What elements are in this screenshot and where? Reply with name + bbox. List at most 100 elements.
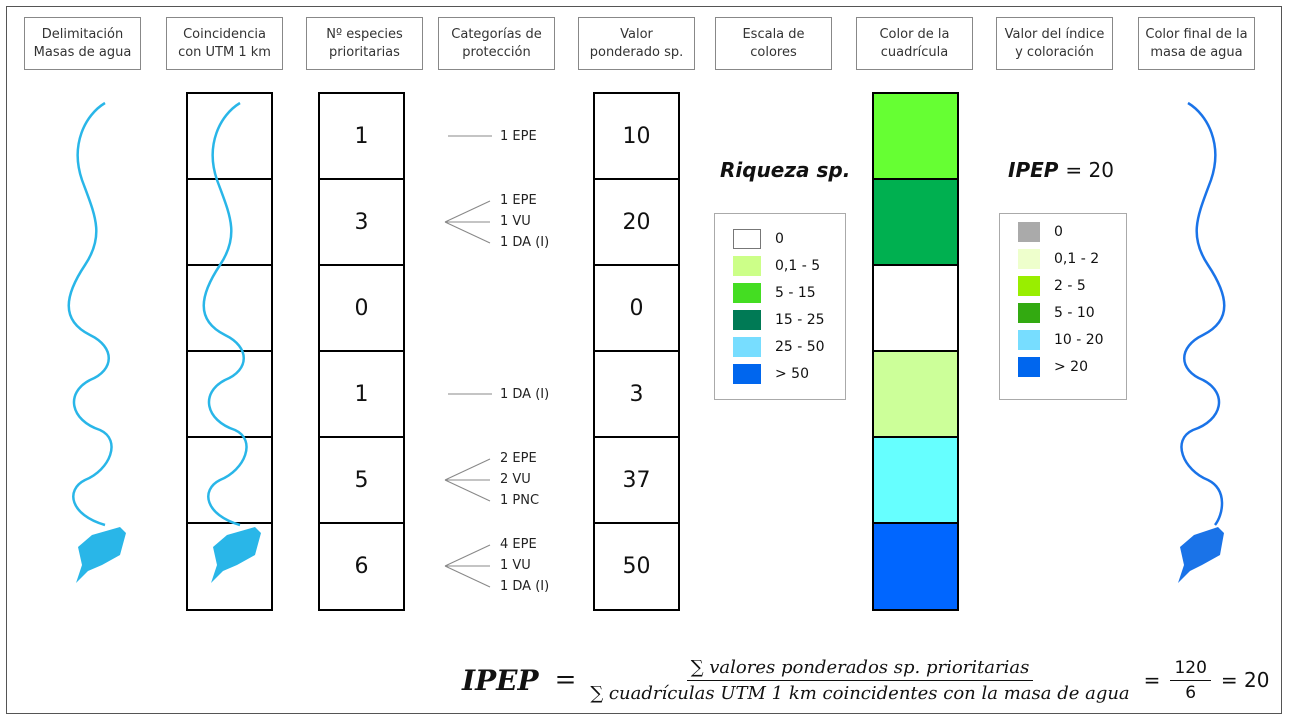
legend-item: 25 - 50 <box>733 337 825 357</box>
legend-swatch <box>733 364 761 384</box>
species-count-cell: 6 <box>354 554 369 579</box>
category-label: 4 EPE <box>500 537 537 552</box>
legend-item: 0 <box>733 229 784 249</box>
category-label: 1 DA (I) <box>500 235 550 250</box>
category-label: 1 DA (I) <box>500 387 550 402</box>
grid-color-cell <box>874 266 957 352</box>
legend-label: 5 - 10 <box>1054 305 1095 321</box>
legend-swatch <box>1018 276 1040 296</box>
formula-equals-2: = <box>1143 668 1161 692</box>
formula-numerator: ∑ valores ponderados sp. prioritarias <box>686 657 1034 681</box>
legend-swatch <box>733 256 761 276</box>
weighted-value-cell: 20 <box>595 180 678 266</box>
species-count-cell: 3 <box>320 180 403 266</box>
utm-cell <box>188 438 271 524</box>
legend-label: 25 - 50 <box>775 339 825 355</box>
formula-result: = 20 <box>1220 668 1270 692</box>
category-label: 1 VU <box>500 558 531 573</box>
ipep-legend-value: = 20 <box>1065 158 1114 182</box>
weighted-value-cell: 10 <box>595 94 678 180</box>
legend-item: 10 - 20 <box>1018 330 1104 350</box>
header-valor-ponderado: Valor ponderado sp. <box>578 17 695 70</box>
legend-label: 0,1 - 5 <box>775 258 821 274</box>
legend-label: 15 - 25 <box>775 312 825 328</box>
riqueza-legend: 0 0,1 - 5 5 - 15 15 - 25 25 - 50 > 50 <box>714 213 846 400</box>
legend-item: > 50 <box>733 364 809 384</box>
species-count-column: 1 3 0 1 5 6 <box>318 92 405 611</box>
header-valor-indice: Valor del índice y coloración <box>996 17 1113 70</box>
weighted-value-cell: 37 <box>595 438 678 524</box>
legend-label: 0,1 - 2 <box>1054 251 1100 267</box>
riqueza-legend-title: Riqueza sp. <box>720 158 851 182</box>
category-label: 1 EPE <box>500 129 537 144</box>
utm-cell <box>188 266 271 352</box>
category-label: 1 PNC <box>500 493 540 508</box>
category-label: 2 VU <box>500 472 531 487</box>
legend-item: 0,1 - 2 <box>1018 249 1099 269</box>
grid-color-column <box>872 92 959 611</box>
utm-cell <box>188 352 271 438</box>
species-count-cell: 1 <box>320 352 403 438</box>
grid-color-cell <box>874 438 957 524</box>
ipep-legend-name: IPEP <box>1008 158 1059 182</box>
category-label: 1 EPE <box>500 193 537 208</box>
legend-item: 15 - 25 <box>733 310 825 330</box>
legend-label: > 20 <box>1054 359 1088 375</box>
category-label: 1 VU <box>500 214 531 229</box>
legend-item: 5 - 15 <box>733 283 816 303</box>
utm-cell <box>188 180 271 266</box>
river-utm <box>202 101 261 583</box>
formula-main-fraction: ∑ valores ponderados sp. prioritarias ∑ … <box>586 657 1133 704</box>
legend-item: 5 - 10 <box>1018 303 1095 323</box>
legend-swatch <box>733 337 761 357</box>
weighted-value-cell: 0 <box>595 266 678 352</box>
species-count-cell: 0 <box>320 266 403 352</box>
category-label: 1 DA (I) <box>500 579 550 594</box>
formula-value-fraction: 120 6 <box>1170 658 1211 703</box>
legend-item: 2 - 5 <box>1018 276 1086 296</box>
category-label: 2 EPE <box>500 451 537 466</box>
legend-item: 0,1 - 5 <box>733 256 820 276</box>
header-color-final: Color final de la masa de agua <box>1138 17 1255 70</box>
formula-name: IPEP <box>462 663 539 697</box>
weighted-value-cell: 3 <box>595 352 678 438</box>
header-especies: Nº especies prioritarias <box>306 17 423 70</box>
formula-value-numerator: 120 <box>1170 658 1211 681</box>
weighted-value-cell: 50 <box>622 554 651 579</box>
legend-item: > 20 <box>1018 357 1088 377</box>
grid-color-cell <box>874 352 957 438</box>
ipep-legend: 0 0,1 - 2 2 - 5 5 - 10 10 - 20 > 20 <box>999 213 1127 400</box>
species-count-cell: 1 <box>320 94 403 180</box>
formula-value-denominator: 6 <box>1185 682 1197 703</box>
legend-label: > 50 <box>775 366 809 382</box>
legend-item: 0 <box>1018 222 1063 242</box>
header-delimitacion: Delimitación Masas de agua <box>24 17 141 70</box>
legend-swatch <box>1018 357 1040 377</box>
legend-label: 2 - 5 <box>1054 278 1086 294</box>
legend-swatch <box>1018 303 1040 323</box>
legend-label: 0 <box>775 231 784 247</box>
header-escala: Escala de colores <box>715 17 832 70</box>
weighted-value-column: 10 20 0 3 37 50 <box>593 92 680 611</box>
grid-color-cell <box>874 524 957 609</box>
legend-swatch <box>733 283 761 303</box>
legend-swatch <box>733 229 761 249</box>
header-coincidencia: Coincidencia con UTM 1 km <box>166 17 283 70</box>
grid-color-cell <box>874 94 957 180</box>
legend-swatch <box>1018 330 1040 350</box>
formula-denominator: ∑ cuadrículas UTM 1 km coincidentes con … <box>590 682 1130 704</box>
utm-grid-column <box>186 92 273 611</box>
river-delimitacion <box>67 101 126 583</box>
utm-cell <box>188 94 271 180</box>
figure-frame <box>6 6 1282 714</box>
formula-equals: = <box>554 665 577 695</box>
ipep-legend-title: IPEP = 20 <box>1008 158 1114 182</box>
legend-swatch <box>733 310 761 330</box>
grid-color-cell <box>874 180 957 266</box>
header-categorias: Categorías de protección <box>438 17 555 70</box>
river-final <box>1178 101 1226 583</box>
legend-label: 10 - 20 <box>1054 332 1104 348</box>
legend-swatch <box>1018 222 1040 242</box>
legend-label: 5 - 15 <box>775 285 816 301</box>
species-count-cell: 5 <box>320 438 403 524</box>
